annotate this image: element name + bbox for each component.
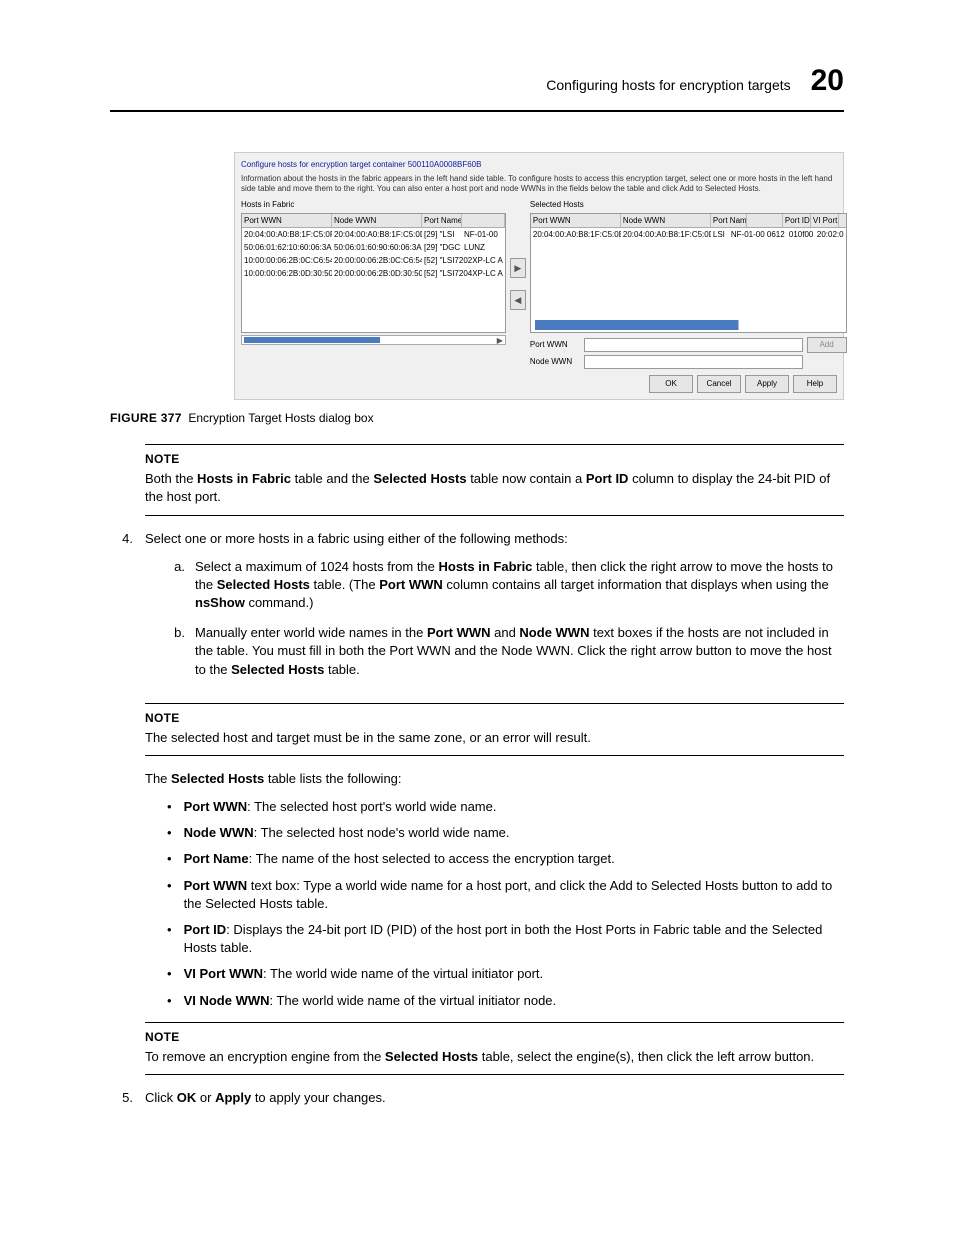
dialog-screenshot: Configure hosts for encryption target co… <box>234 152 844 400</box>
substep-text: Manually enter world wide names in the P… <box>195 624 844 679</box>
selected-hosts-table[interactable]: Port WWN Node WWN Port Name Port ID VI P… <box>530 213 847 333</box>
col-vi-port: VI Port <box>811 214 839 227</box>
col-port-name: Port Name <box>711 214 747 227</box>
chapter-number: 20 <box>811 60 844 102</box>
step-text: Click OK or Apply to apply your changes. <box>145 1089 844 1107</box>
list-item: Node WWN: The selected host node's world… <box>184 824 844 842</box>
list-item: Port Name: The name of the host selected… <box>184 850 844 868</box>
table-row[interactable]: 20:04:00:A0:B8:1F:C5:0E 20:04:00:A0:B8:1… <box>531 228 846 241</box>
list-item: Port WWN text box: Type a world wide nam… <box>184 877 844 913</box>
port-wwn-input[interactable] <box>584 338 803 352</box>
bullet-icon: • <box>167 923 172 957</box>
bullet-icon: • <box>167 879 172 913</box>
lead-text: The Selected Hosts table lists the follo… <box>145 770 844 788</box>
node-wwn-label: Node WWN <box>530 356 580 367</box>
substep-marker: b. <box>167 624 185 679</box>
add-button[interactable]: Add <box>807 337 847 353</box>
cancel-button[interactable]: Cancel <box>697 375 741 393</box>
col-port-name: Port Name <box>422 214 462 227</box>
list-item: Port WWN: The selected host port's world… <box>184 798 844 816</box>
col-port-wwn: Port WWN <box>531 214 621 227</box>
col-port-wwn: Port WWN <box>242 214 332 227</box>
header-title: Configuring hosts for encryption targets <box>546 76 790 96</box>
col-node-wwn: Node WWN <box>621 214 711 227</box>
note-block: NOTE The selected host and target must b… <box>145 703 844 756</box>
port-wwn-label: Port WWN <box>530 339 580 350</box>
right-pane-label: Selected Hosts <box>530 199 847 210</box>
move-right-button[interactable]: ▶ <box>510 258 526 278</box>
help-button[interactable]: Help <box>793 375 837 393</box>
bullet-icon: • <box>167 852 172 868</box>
table-row[interactable]: 10:00:00:06:2B:0C:C6:5420:00:00:06:2B:0C… <box>242 254 505 267</box>
note-title: NOTE <box>145 451 844 468</box>
apply-button[interactable]: Apply <box>745 375 789 393</box>
list-item: VI Node WWN: The world wide name of the … <box>184 992 844 1010</box>
dialog-title: Configure hosts for encryption target co… <box>241 159 837 170</box>
note-title: NOTE <box>145 710 844 727</box>
list-item: VI Port WWN: The world wide name of the … <box>184 965 844 983</box>
step-marker: 4. <box>111 530 133 691</box>
table-row[interactable]: 10:00:00:06:2B:0D:30:5020:00:00:06:2B:0D… <box>242 267 505 280</box>
table-row[interactable]: 50:06:01:62:10:60:06:3A50:06:01:60:90:60… <box>242 241 505 254</box>
page-header: Configuring hosts for encryption targets… <box>110 60 844 112</box>
bullet-icon: • <box>167 967 172 983</box>
left-scrollbar[interactable] <box>241 335 506 345</box>
node-wwn-input[interactable] <box>584 355 803 369</box>
col-node-wwn: Node WWN <box>332 214 422 227</box>
ok-button[interactable]: OK <box>649 375 693 393</box>
list-item: Port ID: Displays the 24-bit port ID (PI… <box>184 921 844 957</box>
note-block: NOTE To remove an encryption engine from… <box>145 1022 844 1075</box>
table-row[interactable]: 20:04:00:A0:B8:1F:C5:0F20:04:00:A0:B8:1F… <box>242 228 505 241</box>
substep-marker: a. <box>167 558 185 613</box>
dialog-info: Information about the hosts in the fabri… <box>241 174 837 193</box>
left-pane-label: Hosts in Fabric <box>241 199 506 210</box>
hosts-in-fabric-table[interactable]: Port WWN Node WWN Port Name 20:04:00:A0:… <box>241 213 506 333</box>
note-block: NOTE Both the Hosts in Fabric table and … <box>145 444 844 515</box>
step-marker: 5. <box>111 1089 133 1107</box>
move-left-button[interactable]: ◀ <box>510 290 526 310</box>
note-title: NOTE <box>145 1029 844 1046</box>
step-text: Select one or more hosts in a fabric usi… <box>145 530 844 548</box>
figure-caption: FIGURE 377 Encryption Target Hosts dialo… <box>110 410 844 427</box>
bullet-icon: • <box>167 800 172 816</box>
col-port-id: Port ID <box>783 214 811 227</box>
bullet-icon: • <box>167 994 172 1010</box>
bullet-icon: • <box>167 826 172 842</box>
substep-text: Select a maximum of 1024 hosts from the … <box>195 558 844 613</box>
